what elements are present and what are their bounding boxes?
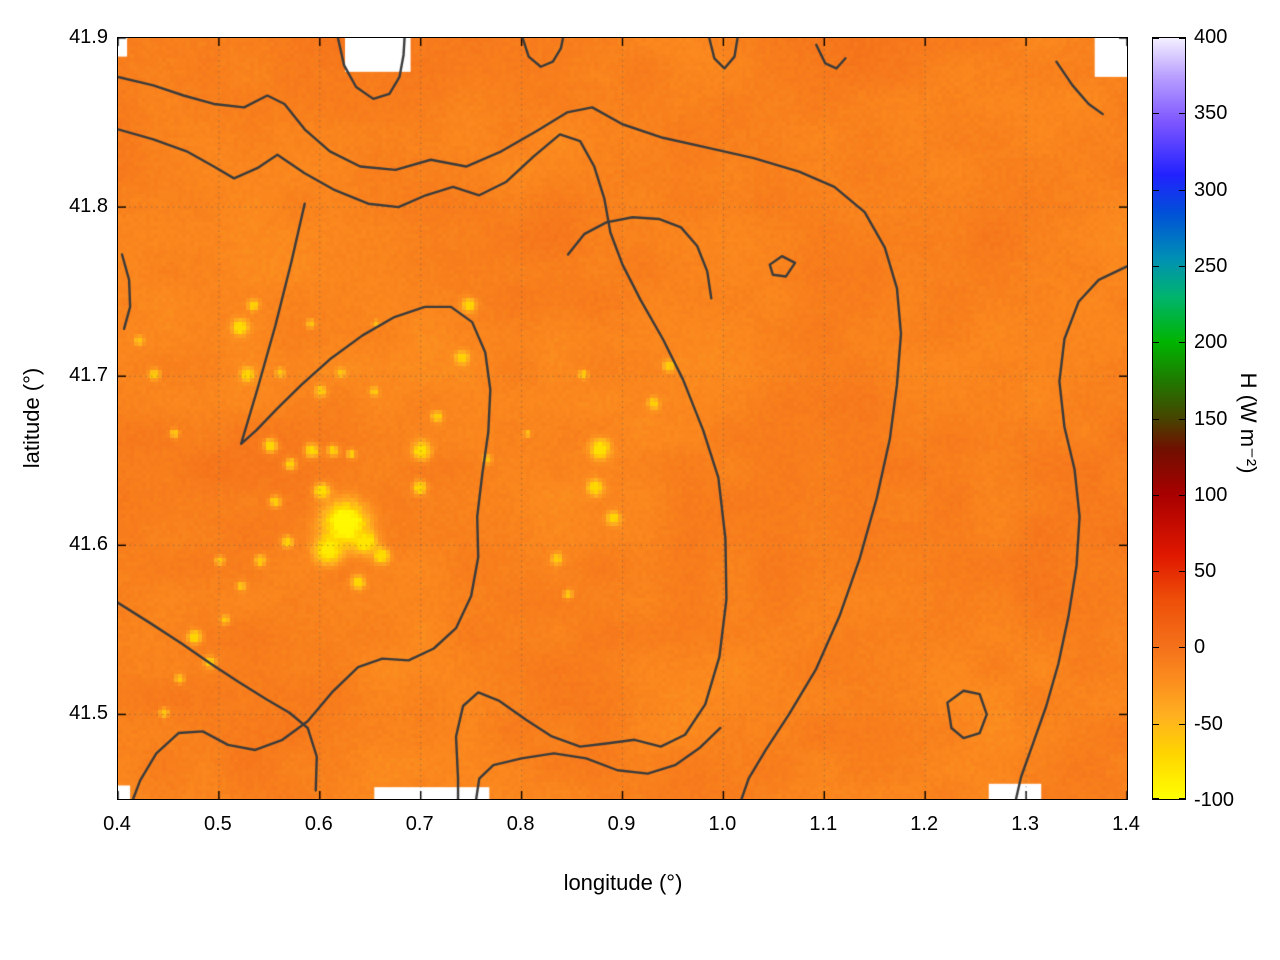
colorbar-tick	[1153, 38, 1159, 39]
colorbar-tick	[1179, 189, 1185, 191]
colorbar-tick-label: 300	[1194, 178, 1228, 201]
colorbar-tick-label: 400	[1194, 26, 1228, 48]
plot-area	[117, 37, 1128, 800]
colorbar-tick-label: 0	[1194, 636, 1206, 659]
colorbar-tick	[1153, 113, 1159, 115]
y-tick-label: 41.7	[69, 364, 108, 387]
heatmap-canvas	[118, 38, 1127, 799]
colorbar-tick-label: 100	[1194, 483, 1228, 506]
colorbar-tick	[1179, 571, 1185, 573]
x-tick-label: 0.7	[405, 813, 434, 835]
y-tick-label: 41.9	[69, 26, 108, 48]
colorbar-tick	[1153, 494, 1159, 496]
x-tick-label: 1.4	[1112, 813, 1140, 835]
y-tick-label: 41.8	[69, 195, 108, 218]
colorbar-tick-label: 350	[1194, 102, 1228, 125]
colorbar-tick	[1153, 189, 1159, 191]
colorbar-tick-label: -100	[1194, 789, 1235, 811]
colorbar-tick	[1153, 418, 1159, 420]
colorbar-tick	[1179, 113, 1185, 115]
x-tick-label: 0.5	[203, 813, 232, 835]
colorbar-tick-label: -50	[1194, 712, 1223, 735]
colorbar-tick	[1179, 38, 1185, 39]
colorbar-tick	[1153, 265, 1159, 267]
x-tick-label: 1.2	[910, 813, 939, 835]
colorbar-tick	[1179, 265, 1185, 267]
x-tick-label: 1.0	[708, 813, 737, 835]
colorbar-tick-label: 250	[1194, 254, 1228, 277]
colorbar-tick-label: 50	[1194, 560, 1217, 583]
colorbar-tick	[1179, 798, 1185, 799]
x-tick-label: 0.4	[103, 813, 131, 835]
colorbar-tick-label: 200	[1194, 331, 1228, 354]
colorbar-tick	[1153, 798, 1159, 799]
colorbar-tick	[1179, 494, 1185, 496]
colorbar-tick	[1153, 723, 1159, 725]
colorbar-tick	[1153, 571, 1159, 573]
colorbar-tick	[1153, 647, 1159, 649]
x-axis-title: longitude (°)	[563, 870, 683, 895]
colorbar-tick	[1179, 418, 1185, 420]
y-tick-label: 41.6	[69, 533, 108, 556]
colorbar-tick-label: 150	[1194, 407, 1228, 430]
x-tick-label: 1.1	[809, 813, 838, 835]
x-tick-label: 0.8	[506, 813, 535, 835]
colorbar-tick	[1179, 723, 1185, 725]
colorbar-tick	[1179, 647, 1185, 649]
colorbar-tick	[1179, 342, 1185, 344]
colorbar-tick	[1153, 342, 1159, 344]
x-tick-label: 0.9	[607, 813, 636, 835]
x-tick-label: 0.6	[304, 813, 333, 835]
y-tick-label: 41.5	[69, 702, 108, 725]
x-tick-label: 1.3	[1011, 813, 1039, 835]
